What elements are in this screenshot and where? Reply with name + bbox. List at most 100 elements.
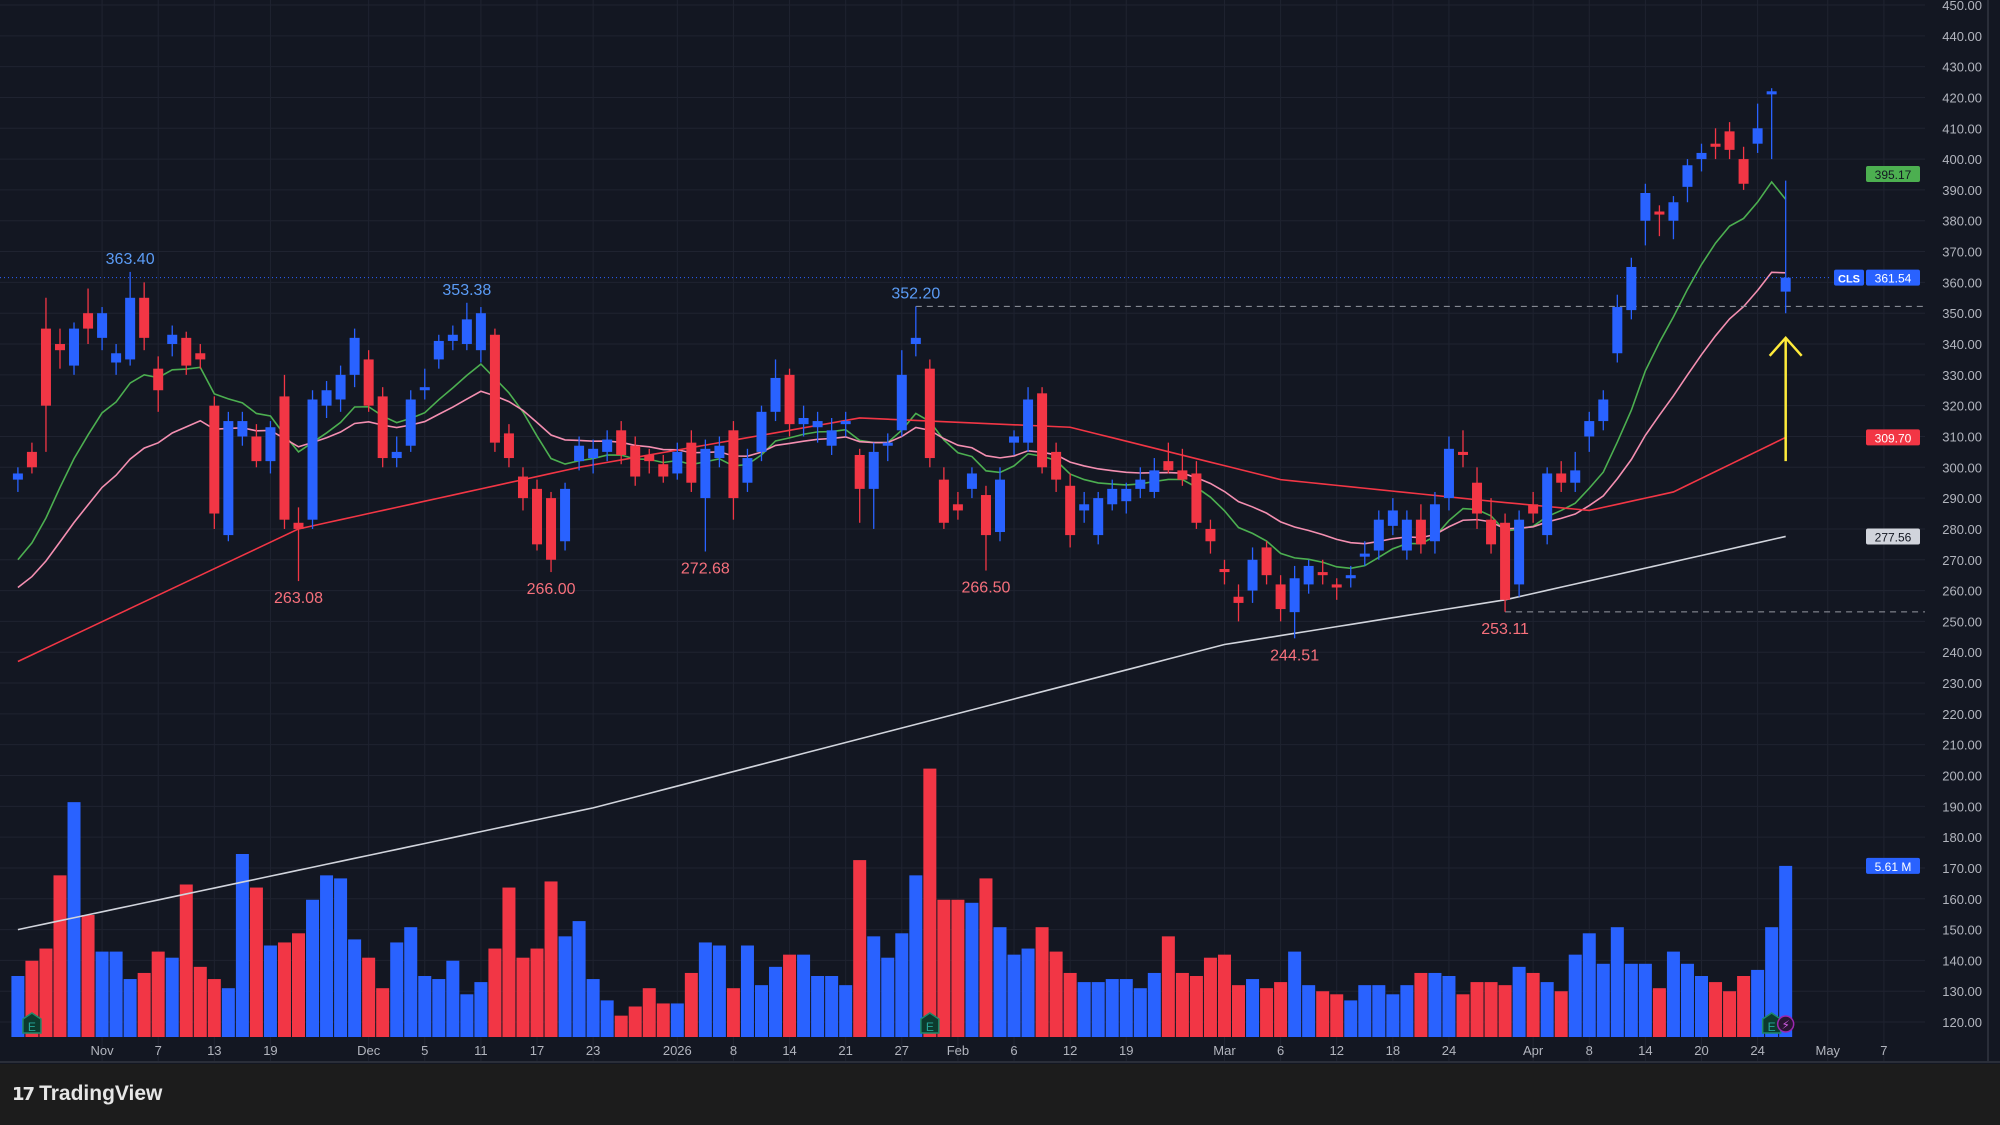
volume-bar (1274, 982, 1288, 1037)
volume-bar (123, 979, 137, 1037)
volume-bar (1091, 982, 1105, 1037)
candle-body (1205, 528, 1216, 542)
volume-bar (726, 988, 740, 1037)
volume-bar (263, 945, 277, 1037)
price-tick-label: 240.00 (1942, 645, 1982, 660)
volume-bar (179, 884, 193, 1037)
volume-bar (516, 957, 530, 1037)
candle-body (1443, 448, 1454, 499)
price-tick-label: 140.00 (1942, 953, 1982, 968)
date-tick-label: 8 (1586, 1043, 1593, 1058)
volume-bar (249, 887, 263, 1037)
ma-price-tag (1866, 165, 1920, 182)
candle-body (265, 427, 276, 462)
price-tick-label: 340.00 (1942, 337, 1982, 352)
price-tick-label: 390.00 (1942, 183, 1982, 198)
earnings-icon-letter: E (1768, 1020, 1776, 1034)
volume-bar (895, 933, 909, 1037)
volume-bar (572, 921, 586, 1037)
candle-body (602, 439, 613, 452)
volume-bar (376, 988, 390, 1037)
date-tick-label: 14 (1638, 1043, 1652, 1058)
date-tick-label: Feb (947, 1043, 969, 1058)
candle-body (868, 451, 879, 489)
candle-body (770, 377, 781, 412)
volume-bar (1638, 963, 1652, 1037)
volume-bar (306, 899, 320, 1037)
volume-bar (432, 979, 446, 1037)
candle-body (1682, 165, 1693, 187)
volume-bar (1161, 936, 1175, 1037)
price-tick-label: 320.00 (1942, 399, 1982, 414)
price-axis[interactable]: 120.00 130.00 140.00 150.00 160.00 170.00 180.… (0, 0, 2000, 1063)
symbol-label: CLS (1838, 274, 1860, 286)
candle-body (1668, 202, 1679, 221)
volume-bar (586, 979, 600, 1037)
candle-body (461, 319, 472, 345)
date-tick-label: 20 (1694, 1043, 1708, 1058)
tradingview-logo[interactable]: 𝟭𝟳 TradingView (12, 1082, 162, 1106)
price-tick-label: 410.00 (1942, 121, 1982, 136)
volume-bar (474, 982, 488, 1037)
date-tick-label: 8 (730, 1043, 737, 1058)
volume-bar (811, 976, 825, 1037)
volume-bar (1217, 954, 1231, 1037)
candle-body (54, 344, 65, 351)
candle-body (12, 473, 23, 480)
candle-body (26, 451, 37, 468)
volume-bar (1414, 972, 1428, 1037)
volume-bar (530, 948, 544, 1037)
candle-body (798, 417, 809, 425)
candle-body (1598, 399, 1609, 422)
volume-bar (418, 976, 432, 1037)
event-markers[interactable]: E E E ⚡ (22, 1012, 1795, 1034)
candle-body (363, 359, 374, 406)
volume-bar (684, 972, 698, 1037)
time-axis[interactable]: Nov 7 13 19 Dec 5 11 17 23 2026 8 14 21 27 Feb 6 12 19 Mar… (91, 1043, 1888, 1058)
candle-body (1514, 519, 1525, 585)
volume-bar (1765, 927, 1779, 1037)
price-tick-label: 430.00 (1942, 60, 1982, 75)
candle-body (560, 488, 571, 542)
volume-bars (11, 768, 1793, 1037)
volume-bar (362, 957, 376, 1037)
candle-body (1528, 504, 1539, 514)
volume-bar (1232, 985, 1246, 1037)
date-tick-label: 5 (421, 1043, 428, 1058)
candle-body (181, 337, 192, 366)
volume-bar (1610, 927, 1624, 1037)
date-tick-label: 19 (263, 1043, 277, 1058)
annotations: 363.40 353.38 352.20 263.08 266.00 272.68 266.… (106, 251, 1803, 664)
candle-body (1359, 553, 1370, 557)
volume-bar (320, 875, 334, 1037)
candle-body (1177, 470, 1188, 480)
candle-body (1429, 504, 1440, 542)
price-tick-label: 210.00 (1942, 738, 1982, 753)
volume-bar (1372, 985, 1386, 1037)
candle-body (1752, 128, 1763, 144)
candle-body (1107, 488, 1118, 505)
candle-body (728, 430, 739, 499)
volume-bar (446, 960, 460, 1037)
candle-body (489, 334, 500, 443)
volume-bar (404, 927, 418, 1037)
candle-body (742, 458, 753, 483)
volume-bar (1723, 991, 1737, 1037)
price-tick-label: 300.00 (1942, 460, 1982, 475)
volume-bar (825, 976, 839, 1037)
up-arrow-head (1768, 335, 1803, 357)
candle-body (1191, 473, 1202, 523)
volume-bar (614, 1015, 628, 1037)
volume-bar (292, 933, 305, 1037)
volume-bar (1175, 972, 1189, 1037)
candle-body (1023, 399, 1034, 443)
candle-body (854, 454, 865, 489)
date-tick-label: 7 (1880, 1043, 1887, 1058)
volume-bar (1119, 979, 1133, 1037)
volume-bar (1316, 991, 1330, 1037)
candle-body (995, 479, 1005, 533)
candle-body (1065, 485, 1076, 536)
candle-body (896, 374, 907, 431)
volume-bar (1695, 976, 1708, 1037)
